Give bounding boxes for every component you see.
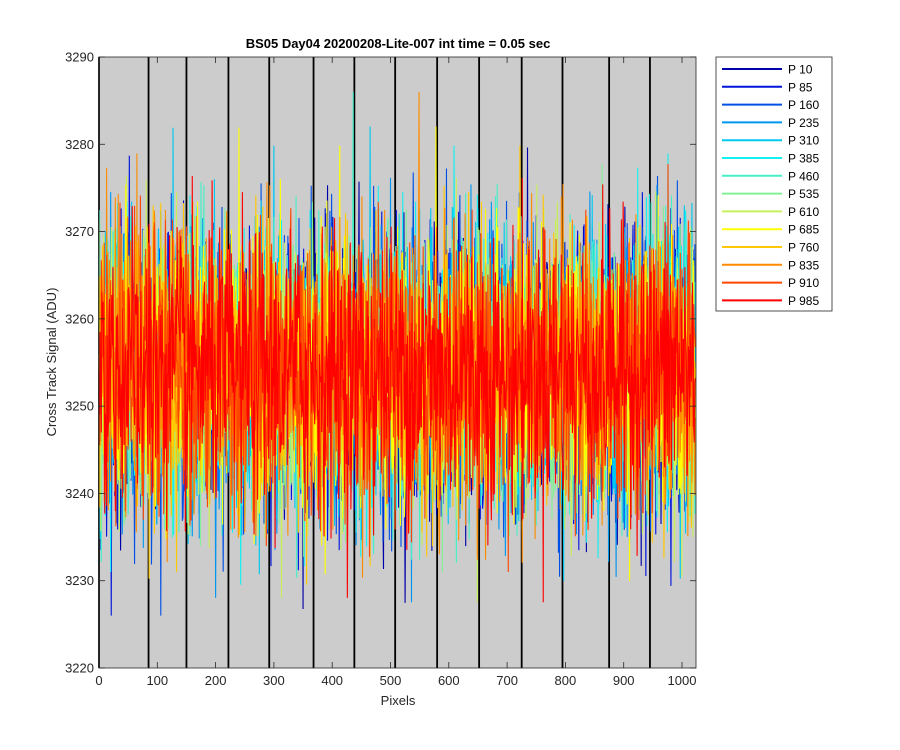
x-tick-label-2: 200 xyxy=(205,673,227,688)
x-tick-label-7: 700 xyxy=(496,673,518,688)
x-tick-label-6: 600 xyxy=(438,673,460,688)
y-tick-label-4: 3260 xyxy=(65,311,94,326)
x-tick-label-0: 0 xyxy=(95,673,102,688)
legend: P 10 P 85 P 160 P 235 P 310 P 385 P 460 P 535 P … xyxy=(715,56,833,312)
y-tick-label-1: 3230 xyxy=(65,573,94,588)
y-axis-ticks: 3220 3230 3240 3250 3260 3270 3280 3290 xyxy=(65,50,696,676)
x-tick-label-8: 800 xyxy=(555,673,577,688)
plot-area: 0 100 200 300 400 500 600 700 800 900 1000 3220 323… xyxy=(65,50,696,689)
legend-label-p-610: P 610 xyxy=(788,205,819,219)
legend-box xyxy=(715,56,833,312)
y-tick-label-6: 3280 xyxy=(65,137,94,152)
x-axis-label: Pixels xyxy=(381,693,416,708)
legend-label-p-460: P 460 xyxy=(788,169,819,183)
y-tick-label-2: 3240 xyxy=(65,486,94,501)
legend-label-p-535: P 535 xyxy=(788,187,819,201)
y-tick-label-5: 3270 xyxy=(65,224,94,239)
x-tick-label-5: 500 xyxy=(380,673,402,688)
series-lines xyxy=(98,91,696,616)
legend-label-p-160: P 160 xyxy=(788,98,819,112)
x-tick-label-10: 1000 xyxy=(668,673,697,688)
y-axis-label: Cross Track Signal (ADU) xyxy=(44,288,59,437)
y-tick-label-3: 3250 xyxy=(65,399,94,414)
axes-box xyxy=(98,56,697,669)
legend-label-p-910: P 910 xyxy=(788,276,819,290)
legend-label-p-985: P 985 xyxy=(788,294,819,308)
legend-label-p-760: P 760 xyxy=(788,241,819,255)
x-tick-label-3: 300 xyxy=(263,673,285,688)
y-tick-label-7: 3290 xyxy=(65,50,94,65)
legend-label-p-235: P 235 xyxy=(788,116,819,130)
x-tick-label-4: 400 xyxy=(321,673,343,688)
x-tick-label-9: 900 xyxy=(613,673,635,688)
chart-title: BS05 Day04 20200208-Lite-007 int time = … xyxy=(246,36,551,51)
legend-label-p-10: P 10 xyxy=(788,63,813,77)
legend-label-p-310: P 310 xyxy=(788,134,819,148)
y-tick-label-0: 3220 xyxy=(65,661,94,676)
legend-label-p-685: P 685 xyxy=(788,223,819,237)
legend-label-p-835: P 835 xyxy=(788,258,819,272)
legend-label-p-385: P 385 xyxy=(788,152,819,166)
x-tick-label-1: 100 xyxy=(146,673,168,688)
series-line-p-985 xyxy=(98,175,696,603)
legend-label-p-85: P 85 xyxy=(788,80,813,94)
x-axis-ticks: 0 100 200 300 400 500 600 700 800 900 1000 xyxy=(95,57,696,688)
